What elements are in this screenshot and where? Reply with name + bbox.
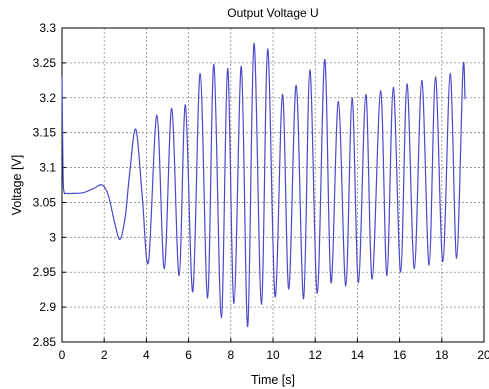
x-tick-label: 16 [393,348,407,362]
y-tick-label: 3.05 [33,195,57,209]
y-tick-label: 2.9 [39,300,56,314]
x-tick-label: 4 [143,348,150,362]
chart-title: Output Voltage U [227,6,318,20]
data-series [61,42,466,328]
x-tick-label: 10 [266,348,280,362]
x-tick-label: 8 [227,348,234,362]
y-axis-label: Voltage [V] [10,155,24,215]
x-tick-label: 2 [101,348,108,362]
y-tick-label: 3.15 [33,126,57,140]
y-tick-label: 3.1 [39,161,56,175]
x-tick-label: 18 [435,348,449,362]
x-tick-label: 6 [185,348,192,362]
x-axis-label: Time [s] [251,373,295,387]
x-tick-label: 12 [309,348,323,362]
voltage-series-line [61,42,466,328]
y-tick-label: 3.3 [39,21,56,35]
y-tick-label: 3.25 [33,56,57,70]
y-tick-label: 2.95 [33,265,57,279]
x-tick-label: 14 [351,348,365,362]
x-tick-label: 20 [477,348,489,362]
x-tick-label: 0 [59,348,66,362]
y-tick-label: 2.85 [33,335,57,349]
grid-lines [62,28,484,342]
y-tick-label: 3 [49,230,56,244]
axis-ticks: 0 2 4 6 8 10 12 14 16 18 20 2.85 2.9 2.95 3 3.05 3.1 3.15… [33,21,489,362]
y-tick-label: 3.2 [39,91,56,105]
